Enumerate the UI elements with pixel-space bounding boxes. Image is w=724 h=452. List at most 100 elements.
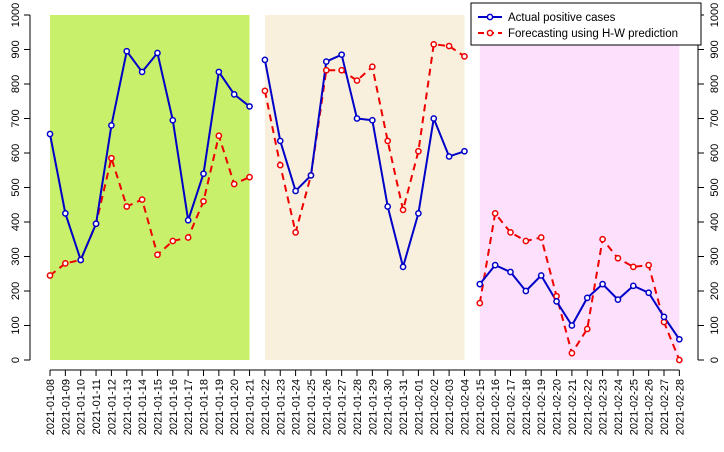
y-tick-label-right-700: 700 (709, 109, 721, 127)
data-point-actual-positive-cases-2021-02-18 (522, 287, 530, 295)
x-tick-label-2021-01-15: 2021-01-15 (152, 379, 164, 435)
data-point-forecasting-using-h-w-prediction-2021-02-25 (629, 263, 637, 271)
data-point-forecasting-using-h-w-prediction-2021-01-28 (353, 77, 361, 84)
x-tick-label-2021-01-28: 2021-01-28 (352, 379, 364, 435)
data-point-actual-positive-cases-2021-02-24 (614, 296, 622, 303)
data-point-forecasting-using-h-w-prediction-2021-01-23 (276, 161, 284, 169)
x-tick-label-2021-01-24: 2021-01-24 (291, 379, 303, 435)
data-point-actual-positive-cases-2021-02-15 (476, 280, 484, 288)
x-tick-label-2021-01-31: 2021-01-31 (398, 379, 410, 435)
x-tick-label-2021-01-27: 2021-01-27 (337, 379, 349, 435)
data-point-forecasting-using-h-w-prediction-2021-02-27 (660, 318, 668, 326)
data-point-actual-positive-cases-2021-02-04 (461, 147, 468, 155)
y-tick-label-right-200: 200 (709, 282, 721, 300)
y-tick-label-left-0: 0 (10, 357, 22, 363)
x-tick-label-2021-02-02: 2021-02-02 (429, 379, 441, 435)
background-panel-3 (479, 15, 680, 360)
x-tick-label-2021-01-22: 2021-01-22 (260, 379, 272, 435)
data-point-forecasting-using-h-w-prediction-2021-01-29 (369, 63, 376, 71)
data-point-forecasting-using-h-w-prediction-2021-02-01 (415, 147, 422, 155)
x-tick-label-2021-02-16: 2021-02-16 (490, 379, 502, 435)
data-point-actual-positive-cases-2021-02-23 (599, 280, 606, 288)
x-tick-label-2021-01-19: 2021-01-19 (214, 379, 226, 435)
data-point-actual-positive-cases-2021-01-13 (123, 47, 131, 55)
data-point-actual-positive-cases-2021-01-30 (384, 203, 392, 210)
y-tick-label-left-400: 400 (10, 213, 22, 231)
x-tick-label-2021-01-26: 2021-01-26 (321, 379, 333, 435)
x-tick-label-2021-01-20: 2021-01-20 (229, 379, 241, 435)
data-point-actual-positive-cases-2021-02-21 (568, 322, 576, 329)
x-tick-label-2021-01-13: 2021-01-13 (122, 379, 134, 435)
x-tick-label-2021-01-21: 2021-01-21 (245, 379, 257, 435)
x-tick-label-2021-02-22: 2021-02-22 (582, 379, 594, 435)
x-tick-label-2021-02-04: 2021-02-04 (459, 379, 471, 435)
x-tick-label-2021-01-30: 2021-01-30 (383, 379, 395, 435)
data-point-actual-positive-cases-2021-01-28 (353, 115, 361, 122)
data-point-actual-positive-cases-2021-01-20 (230, 91, 238, 98)
y-tick-label-left-1000: 1000 (10, 3, 22, 27)
data-point-actual-positive-cases-2021-01-24 (292, 187, 299, 195)
data-point-forecasting-using-h-w-prediction-2021-01-24 (292, 229, 299, 236)
y-tick-label-right-400: 400 (709, 213, 721, 231)
legend-box (470, 2, 702, 46)
data-point-actual-positive-cases-2021-01-23 (276, 137, 284, 145)
data-point-forecasting-using-h-w-prediction-2021-01-17 (184, 234, 192, 241)
data-point-actual-positive-cases-2021-01-09 (62, 210, 69, 217)
y-tick-label-right-100: 100 (709, 316, 721, 334)
data-point-actual-positive-cases-2021-01-27 (338, 51, 345, 59)
x-tick-label-2021-02-27: 2021-02-27 (659, 379, 671, 435)
x-tick-label-2021-01-16: 2021-01-16 (168, 379, 180, 435)
data-point-actual-positive-cases-2021-01-16 (169, 116, 177, 124)
data-point-forecasting-using-h-w-prediction-2021-01-12 (108, 154, 115, 162)
x-tick-label-2021-02-26: 2021-02-26 (644, 379, 656, 435)
data-point-actual-positive-cases-2021-02-19 (537, 272, 545, 279)
data-point-forecasting-using-h-w-prediction-2021-02-21 (568, 349, 576, 357)
y-tick-label-left-300: 300 (10, 247, 22, 265)
data-point-actual-positive-cases-2021-01-18 (200, 170, 207, 178)
legend-label-forecast: Forecasting using H-W prediction (508, 28, 678, 40)
series-lines (49, 43, 681, 361)
y-tick-label-left-200: 200 (10, 282, 22, 300)
data-point-forecasting-using-h-w-prediction-2021-02-26 (645, 261, 653, 269)
data-point-forecasting-using-h-w-prediction-2021-02-02 (430, 40, 438, 48)
background-panels (50, 15, 680, 360)
data-point-forecasting-using-h-w-prediction-2021-01-30 (384, 137, 392, 145)
data-point-actual-positive-cases-2021-02-03 (445, 153, 453, 160)
legend: Actual positive cases Forecasting using … (470, 2, 702, 46)
x-tick-label-2021-02-25: 2021-02-25 (628, 379, 640, 435)
x-tick-label-2021-01-14: 2021-01-14 (137, 379, 149, 435)
data-point-forecasting-using-h-w-prediction-2021-01-08 (46, 272, 54, 279)
y-tick-label-left-500: 500 (10, 178, 22, 196)
data-point-forecasting-using-h-w-prediction-2021-02-24 (614, 254, 622, 262)
x-tick-label-2021-01-23: 2021-01-23 (275, 379, 287, 435)
data-point-actual-positive-cases-2021-01-12 (108, 122, 115, 129)
data-point-forecasting-using-h-w-prediction-2021-01-18 (200, 197, 207, 205)
y-tick-label-right-0: 0 (709, 357, 721, 363)
data-point-forecasting-using-h-w-prediction-2021-02-04 (461, 53, 468, 60)
axes: 0 0 100 100 200 200 300 300 400 400 500 500 600 600 70… (10, 3, 721, 436)
data-point-forecasting-using-h-w-prediction-2021-01-19 (215, 132, 223, 140)
data-point-forecasting-using-h-w-prediction-2021-01-22 (261, 87, 269, 95)
x-tick-label-2021-02-19: 2021-02-19 (536, 379, 548, 435)
y-tick-label-right-800: 800 (709, 75, 721, 93)
data-point-forecasting-using-h-w-prediction-2021-01-20 (230, 180, 238, 188)
x-tick-label-2021-02-01: 2021-02-01 (413, 379, 425, 435)
data-point-forecasting-using-h-w-prediction-2021-02-17 (507, 229, 514, 236)
x-tick-label-2021-02-24: 2021-02-24 (613, 379, 625, 435)
x-tick-label-2021-02-23: 2021-02-23 (598, 379, 610, 435)
y-tick-label-right-1000: 1000 (709, 3, 721, 27)
x-tick-label-2021-01-25: 2021-01-25 (306, 379, 318, 435)
series-line-forecasting-using-h-w-prediction-panel-2 (263, 43, 466, 234)
data-point-actual-positive-cases-2021-02-01 (415, 210, 422, 217)
data-point-forecasting-using-h-w-prediction-2021-02-28 (676, 356, 683, 364)
data-point-forecasting-using-h-w-prediction-2021-01-14 (138, 196, 146, 203)
data-point-actual-positive-cases-2021-02-22 (583, 294, 591, 302)
series-line-actual-positive-cases-panel-2 (263, 53, 465, 268)
series-line-actual-positive-cases-panel-1 (49, 50, 251, 261)
legend-marker-actual (486, 13, 494, 21)
data-point-actual-positive-cases-2021-01-10 (77, 256, 85, 264)
x-tick-label-2021-01-17: 2021-01-17 (183, 379, 195, 435)
y-tick-label-right-500: 500 (709, 178, 721, 196)
data-point-forecasting-using-h-w-prediction-2021-01-09 (62, 260, 69, 267)
